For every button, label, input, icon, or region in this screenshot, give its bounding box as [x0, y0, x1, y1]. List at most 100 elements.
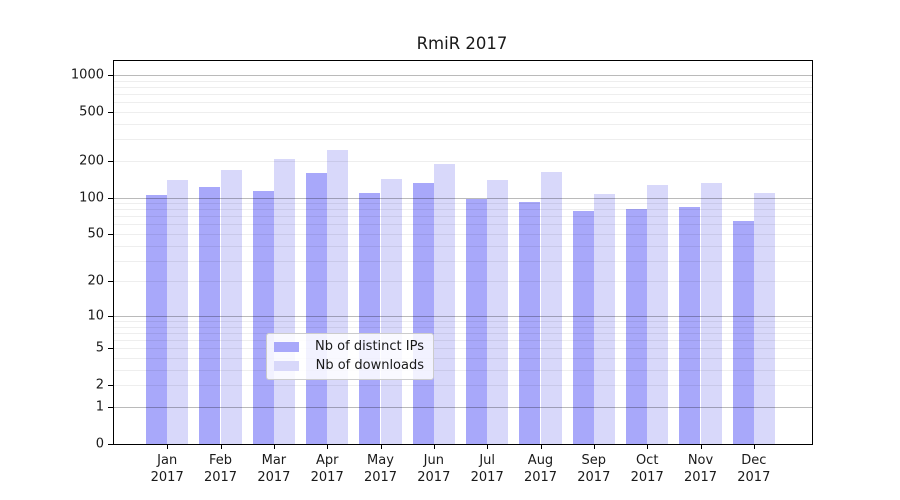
- y-tick-mark: [108, 112, 113, 113]
- gridline-major: [114, 407, 812, 408]
- gridline-minor: [114, 80, 812, 82]
- gridline-minor: [114, 139, 812, 141]
- bar-downloads: [753, 193, 776, 444]
- distinct-ips-swatch-icon: [274, 342, 299, 352]
- bar-distinct-ips: [465, 198, 488, 444]
- y-tick-mark: [108, 407, 113, 408]
- gridline-minor: [114, 326, 812, 328]
- y-tick-label: 5: [95, 340, 104, 356]
- y-tick-mark: [108, 197, 113, 199]
- x-tick-label: Feb 2017: [203, 453, 238, 485]
- gridline-minor: [114, 224, 812, 226]
- x-tick-mark: [700, 445, 702, 449]
- x-tick-label: May 2017: [363, 453, 398, 485]
- gridline-minor: [114, 332, 812, 334]
- legend-label-downloads: Nb of downloads: [315, 358, 424, 373]
- gridline-minor: [114, 340, 812, 342]
- gridline-minor: [114, 260, 812, 262]
- gridline-minor: [114, 234, 812, 235]
- gridline-minor: [114, 160, 812, 162]
- x-tick-label: Jul 2017: [470, 453, 504, 485]
- x-tick-label: Jan 2017: [150, 453, 184, 485]
- y-tick-mark: [108, 315, 113, 317]
- bar-downloads: [327, 150, 349, 444]
- gridline-minor: [114, 216, 812, 218]
- gridline-major: [114, 315, 812, 317]
- x-tick-label: Nov 2017: [683, 453, 718, 485]
- gridline-minor: [114, 112, 812, 113]
- y-tick-label: 0: [95, 436, 104, 452]
- x-tick-label: Oct 2017: [630, 453, 664, 485]
- gridline-minor: [114, 123, 812, 125]
- bar-downloads: [593, 193, 616, 444]
- bar-distinct-ips: [199, 186, 221, 444]
- y-tick-label: 10: [87, 308, 104, 324]
- bar-distinct-ips: [572, 211, 594, 444]
- bar-downloads: [167, 180, 189, 444]
- gridline-minor: [114, 102, 812, 104]
- x-tick-mark: [487, 445, 489, 449]
- x-tick-label: Aug 2017: [523, 453, 558, 485]
- gridline-minor: [114, 358, 812, 359]
- x-tick-mark: [220, 445, 222, 449]
- x-tick-mark: [753, 445, 755, 449]
- x-tick-mark: [540, 445, 542, 449]
- x-tick-mark: [433, 445, 435, 449]
- plot-area: 0 1 2 5 10 20 50 100 200 500 1000 Jan 2017 Feb 2017 M…: [71, 60, 813, 485]
- y-tick-mark: [108, 281, 113, 283]
- x-tick-label: Apr 2017: [310, 453, 344, 485]
- legend: Nb of distinct IPs Nb of downloads: [266, 333, 434, 380]
- x-tick-mark: [327, 445, 329, 449]
- legend-label-distinct-ips: Nb of distinct IPs: [315, 339, 424, 354]
- y-tick-label: 1000: [70, 67, 104, 83]
- gridline-minor: [114, 370, 812, 371]
- y-tick-label: 500: [79, 104, 104, 120]
- bar-distinct-ips: [359, 193, 381, 444]
- x-tick-mark: [647, 445, 649, 449]
- bar-distinct-ips: [679, 206, 701, 444]
- x-tick-label: Sep 2017: [577, 453, 611, 485]
- y-tick-label: 200: [79, 153, 104, 169]
- gridline-major: [114, 75, 812, 76]
- bar-downloads: [647, 184, 669, 444]
- gridline-minor: [114, 94, 812, 95]
- bar-distinct-ips: [625, 209, 648, 444]
- gridline-minor: [114, 321, 812, 322]
- bar-downloads: [273, 158, 296, 444]
- x-tick-mark: [167, 445, 169, 449]
- bar-downloads: [700, 182, 722, 444]
- y-tick-label: 1: [95, 399, 104, 415]
- y-tick-label: 20: [87, 273, 104, 289]
- x-tick-mark: [380, 445, 382, 449]
- gridline-minor: [114, 203, 812, 205]
- bar-downloads: [380, 178, 402, 444]
- bar-downloads: [433, 163, 456, 444]
- bar-distinct-ips: [412, 182, 434, 444]
- bar-distinct-ips: [252, 191, 274, 444]
- bar-distinct-ips: [145, 195, 168, 444]
- bar-downloads: [487, 180, 509, 444]
- x-tick-label: Dec 2017: [737, 453, 771, 485]
- bar-downloads: [220, 170, 242, 444]
- legend-item-downloads: Nb of downloads: [274, 359, 424, 373]
- downloads-swatch-icon: [274, 361, 299, 371]
- x-tick-mark: [593, 445, 595, 449]
- x-tick-label: Jun 2017: [417, 453, 451, 485]
- chart-title: RmiR 2017: [416, 34, 508, 53]
- y-tick-mark: [108, 444, 113, 445]
- bar-distinct-ips: [519, 201, 541, 444]
- gridline-major: [114, 197, 812, 199]
- y-tick-label: 2: [95, 377, 104, 393]
- bar-distinct-ips: [732, 221, 754, 444]
- y-tick-mark: [108, 385, 113, 387]
- y-tick-label: 100: [79, 190, 104, 205]
- y-tick-mark: [108, 75, 113, 76]
- bar-distinct-ips: [305, 172, 328, 444]
- y-tick-mark: [108, 160, 113, 162]
- gridline-minor: [114, 385, 812, 387]
- x-tick-mark: [273, 445, 275, 449]
- gridline-minor: [114, 86, 812, 88]
- gridline-minor: [114, 245, 812, 247]
- gridline-minor: [114, 209, 812, 211]
